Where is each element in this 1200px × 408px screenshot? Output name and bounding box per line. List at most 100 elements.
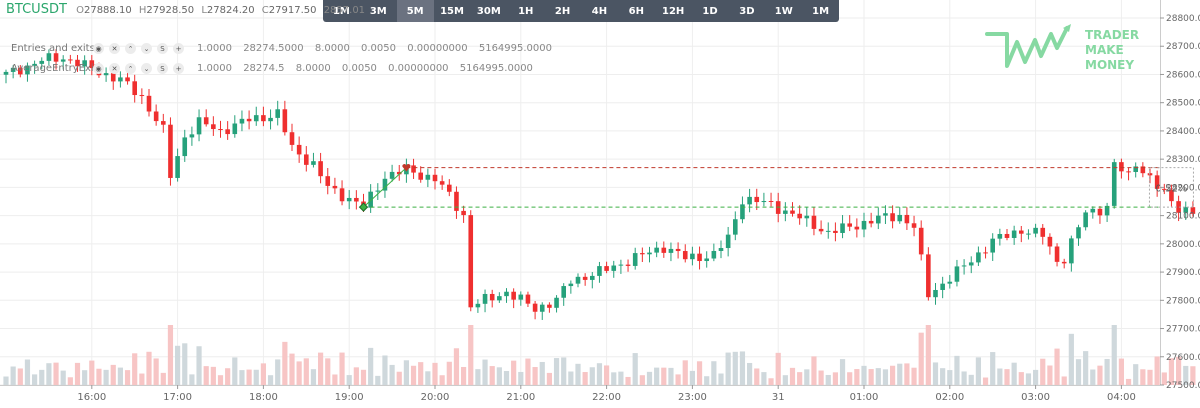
candle-body[interactable] — [232, 123, 238, 135]
candle-body[interactable] — [253, 115, 259, 122]
candle-body[interactable] — [1019, 230, 1024, 234]
candle-body[interactable] — [668, 248, 674, 253]
candle-body[interactable] — [568, 283, 574, 287]
candle-body[interactable] — [196, 117, 202, 135]
candle-body[interactable] — [611, 265, 617, 271]
candle-body[interactable] — [153, 111, 159, 122]
candle-body[interactable] — [1183, 207, 1189, 213]
candle-body[interactable] — [690, 253, 695, 260]
candle-body[interactable] — [246, 118, 252, 122]
timeframe-button[interactable]: 5M — [396, 0, 434, 22]
timeframe-button[interactable]: 12H — [662, 5, 685, 17]
candle-body[interactable] — [1169, 189, 1174, 202]
candle-body[interactable] — [997, 233, 1003, 239]
candle-body[interactable] — [961, 265, 967, 267]
candle-body[interactable] — [926, 254, 931, 298]
candle-body[interactable] — [447, 184, 452, 192]
candle-body[interactable] — [918, 227, 924, 255]
settings-icon[interactable]: S — [157, 43, 168, 54]
candle-body[interactable] — [725, 234, 731, 249]
candle-body[interactable] — [375, 190, 381, 192]
chevron-up-icon[interactable]: ⌃ — [125, 43, 136, 54]
candle-body[interactable] — [1111, 162, 1117, 206]
candle-body[interactable] — [990, 238, 995, 253]
candle-body[interactable] — [282, 109, 288, 133]
timeframe-button[interactable]: 30M — [476, 5, 501, 17]
candle-body[interactable] — [25, 65, 30, 75]
candle-body[interactable] — [954, 266, 960, 282]
chevron-down-icon[interactable]: ⌄ — [141, 63, 152, 74]
candle-body[interactable] — [189, 134, 195, 138]
symbol-name[interactable]: BTCUSDT — [6, 2, 67, 17]
candle-body[interactable] — [811, 215, 817, 229]
candle-body[interactable] — [654, 247, 659, 253]
candle-body[interactable] — [439, 181, 445, 185]
candle-body[interactable] — [354, 197, 359, 202]
candle-body[interactable] — [1154, 175, 1160, 189]
candle-body[interactable] — [797, 213, 802, 219]
candle-body[interactable] — [239, 118, 245, 124]
candle-body[interactable] — [3, 71, 9, 75]
candle-body[interactable] — [203, 117, 209, 125]
timeframe-button[interactable]: 15M — [440, 5, 464, 17]
candle-body[interactable] — [911, 223, 917, 228]
candle-body[interactable] — [761, 200, 767, 203]
candle-body[interactable] — [182, 137, 188, 157]
timeframe-button[interactable]: 3M — [369, 5, 387, 17]
candle-body[interactable] — [632, 253, 638, 266]
candle-body[interactable] — [604, 266, 609, 271]
candle-body[interactable] — [711, 250, 717, 259]
timeframe-button[interactable]: 1M — [332, 5, 350, 17]
candle-body[interactable] — [525, 294, 531, 304]
candle-body[interactable] — [640, 253, 645, 255]
candle-body[interactable] — [261, 115, 266, 122]
candle-body[interactable] — [218, 129, 223, 131]
candle-body[interactable] — [1190, 207, 1196, 214]
candle-body[interactable] — [1083, 212, 1088, 228]
candle-body[interactable] — [1147, 173, 1153, 176]
candle-body[interactable] — [804, 215, 810, 219]
candle-body[interactable] — [1162, 188, 1167, 190]
candle-body[interactable] — [132, 81, 137, 96]
candle-body[interactable] — [1119, 162, 1124, 172]
settings-icon[interactable]: S — [157, 63, 168, 74]
candle-body[interactable] — [332, 185, 338, 189]
candle-body[interactable] — [325, 176, 331, 186]
candle-body[interactable] — [1011, 230, 1017, 238]
candle-body[interactable] — [304, 154, 309, 165]
candle-body[interactable] — [504, 291, 509, 297]
candle-body[interactable] — [740, 204, 745, 220]
candle-body[interactable] — [1061, 261, 1067, 264]
candle-body[interactable] — [418, 172, 423, 180]
candle-body[interactable] — [10, 67, 16, 72]
entry-marker[interactable] — [358, 202, 369, 212]
candle-body[interactable] — [1026, 233, 1031, 235]
candle-body[interactable] — [847, 223, 852, 227]
candle-body[interactable] — [268, 117, 273, 122]
candle-body[interactable] — [396, 171, 402, 175]
candle-body[interactable] — [211, 124, 216, 130]
close-icon[interactable]: ✕ — [109, 43, 120, 54]
close-icon[interactable]: ✕ — [109, 63, 120, 74]
plus-icon[interactable]: + — [173, 63, 184, 74]
candle-body[interactable] — [883, 213, 888, 216]
candle-body[interactable] — [647, 252, 652, 255]
candle-body[interactable] — [947, 281, 953, 284]
candle-body[interactable] — [432, 174, 438, 182]
candle-body[interactable] — [818, 228, 824, 232]
timeframe-button[interactable]: 1M — [812, 5, 830, 17]
candle-body[interactable] — [389, 171, 395, 179]
candle-body[interactable] — [368, 191, 373, 208]
candle-body[interactable] — [825, 230, 831, 232]
candle-body[interactable] — [75, 59, 80, 67]
candle-body[interactable] — [103, 73, 109, 76]
candle-body[interactable] — [53, 53, 59, 62]
candle-body[interactable] — [768, 200, 774, 202]
candle-body[interactable] — [382, 178, 388, 191]
eye-icon[interactable]: ◉ — [93, 63, 104, 74]
exit-marker[interactable] — [402, 164, 411, 172]
candle-body[interactable] — [682, 251, 688, 260]
candle-body[interactable] — [82, 60, 87, 67]
timeframe-button[interactable]: 1D — [702, 5, 718, 17]
